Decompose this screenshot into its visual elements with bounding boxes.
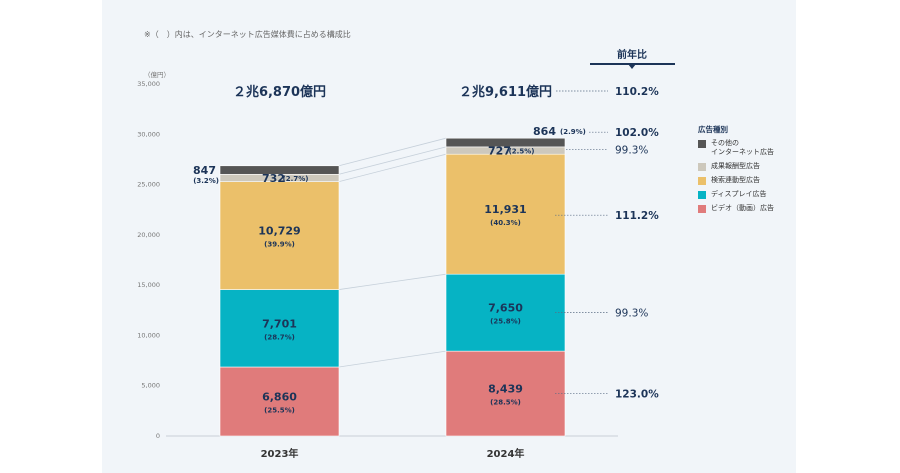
segment-value-label: 8,439 <box>488 383 523 396</box>
segment-value-label: 864 <box>533 125 556 138</box>
y-axis-unit: （億円） <box>144 71 170 79</box>
legend-swatch <box>698 191 706 199</box>
legend-item: その他の インターネット広告 <box>698 139 798 157</box>
segment-share-label: (3.2%) <box>193 177 219 185</box>
yoy-header: 前年比 <box>617 50 647 61</box>
yoy-label: 123.0% <box>615 389 659 401</box>
x-tick-label: 2024年 <box>487 447 525 460</box>
segment-value-label: 10,729 <box>258 225 300 238</box>
segment-share-label: (28.5%) <box>490 399 521 407</box>
chart-note: ※（ ）内は、インターネット広告媒体費に占める構成比 <box>144 30 351 39</box>
legend-label: 成果報酬型広告 <box>711 162 760 170</box>
segment-value-label: 6,860 <box>262 391 297 404</box>
y-tick-label: 15,000 <box>137 281 160 289</box>
legend-swatch <box>698 140 706 148</box>
segment-share-label: (2.5%) <box>509 148 535 156</box>
y-tick-label: 20,000 <box>137 231 160 239</box>
segment-value-label: 847 <box>193 164 216 177</box>
total-label: ２兆6,870億円 <box>233 84 326 100</box>
legend-item: 検索連動型広告 <box>698 176 798 185</box>
segment-value-label: 732 <box>262 172 285 185</box>
segment-share-label: (25.8%) <box>490 318 521 326</box>
bar-segment <box>219 165 340 175</box>
y-tick-label: 25,000 <box>137 181 160 189</box>
segment-value-label: 7,650 <box>488 302 523 315</box>
segment-share-label: (28.7%) <box>264 333 295 341</box>
bar-segment <box>445 350 566 437</box>
segment-value-label: 11,931 <box>484 203 526 216</box>
segment-share-label: (40.3%) <box>490 219 521 227</box>
bar-segment <box>219 181 340 290</box>
segment-share-label: (2.7%) <box>283 175 309 183</box>
segment-value-label: 727 <box>488 145 511 158</box>
y-tick-label: 30,000 <box>137 130 160 138</box>
segment-value-label: 7,701 <box>262 317 297 330</box>
y-tick-label: 10,000 <box>137 331 160 339</box>
legend-swatch <box>698 205 706 213</box>
legend-item: 成果報酬型広告 <box>698 162 798 171</box>
yoy-label: 111.2% <box>615 210 659 222</box>
y-tick-label: 35,000 <box>137 80 160 88</box>
yoy-label: 99.3% <box>615 308 648 320</box>
legend-items: その他の インターネット広告成果報酬型広告 検索連動型広告 ディスプレイ広告 ビデオ（… <box>698 139 798 213</box>
segment-share-label: (25.5%) <box>264 407 295 415</box>
legend-label: 検索連動型広告 <box>711 176 760 184</box>
x-tick-label: 2023年 <box>261 447 299 460</box>
yoy-label: 102.0% <box>615 127 659 139</box>
legend: 広告種別 その他の インターネット広告成果報酬型広告 検索連動型広告 ディスプレイ広… <box>698 124 798 218</box>
connector-line <box>338 146 447 175</box>
bar-segment <box>219 366 340 437</box>
segment-share-label: (2.9%) <box>560 128 586 136</box>
y-tick-label: 0 <box>156 432 160 440</box>
legend-label: ビデオ（動画）広告 <box>711 204 774 212</box>
bar-segment <box>445 137 566 148</box>
yoy-label: 99.3% <box>615 145 648 157</box>
connector-line <box>338 137 447 167</box>
connector-line <box>338 273 447 290</box>
legend-label: ディスプレイ広告 <box>711 190 767 198</box>
yoy-total-label: 110.2% <box>615 86 659 98</box>
legend-label: その他の インターネット広告 <box>711 139 774 156</box>
connector-line <box>338 153 447 183</box>
legend-swatch <box>698 163 706 171</box>
total-label: ２兆9,611億円 <box>459 84 552 100</box>
legend-title: 広告種別 <box>698 125 728 134</box>
yoy-header-caret <box>628 64 636 69</box>
legend-swatch <box>698 177 706 185</box>
segment-share-label: (39.9%) <box>264 241 295 249</box>
legend-item: ディスプレイ広告 <box>698 190 798 199</box>
y-tick-label: 5,000 <box>141 382 160 390</box>
connector-line <box>338 350 447 368</box>
legend-item: ビデオ（動画）広告 <box>698 204 798 213</box>
